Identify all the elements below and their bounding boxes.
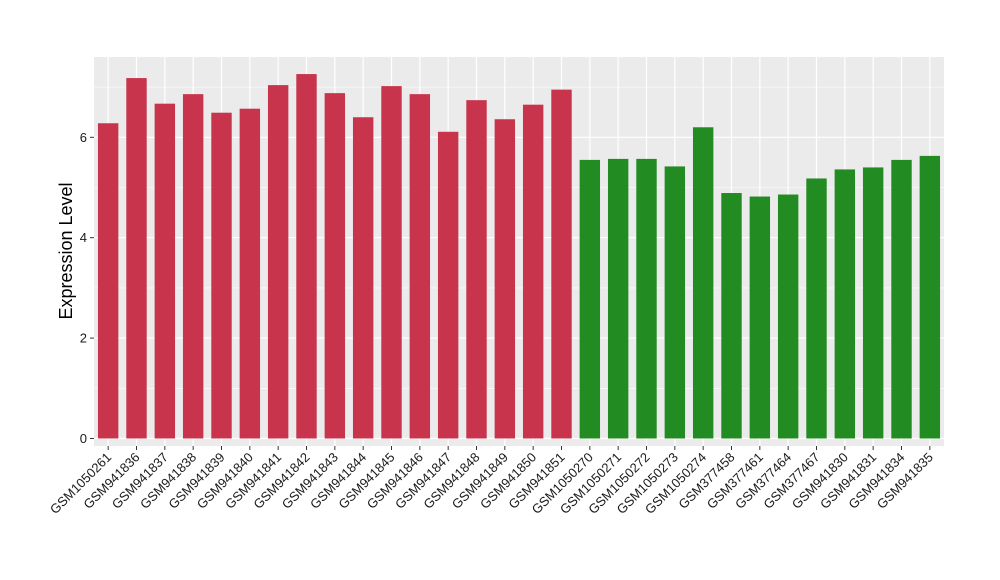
bar — [182, 94, 204, 439]
bar — [579, 159, 601, 439]
bar — [126, 78, 147, 439]
bar — [664, 166, 686, 439]
bar — [919, 155, 941, 439]
bar — [692, 127, 714, 439]
plot-panel — [94, 57, 944, 446]
bar — [381, 86, 402, 439]
bar — [296, 74, 317, 439]
bar — [891, 159, 912, 439]
y-axis: 0 2 4 6 — [80, 130, 94, 446]
bars — [97, 74, 941, 439]
y-tick-label: 0 — [80, 431, 87, 446]
y-tick-label: 2 — [80, 331, 87, 346]
bar — [409, 94, 431, 439]
bar — [806, 178, 827, 439]
y-axis-title: Expression Level — [56, 182, 76, 319]
bar — [267, 85, 289, 439]
x-axis: GSM1050261GSM941836GSM941837GSM941838GSM… — [47, 446, 936, 517]
bar — [551, 89, 572, 439]
bar — [777, 194, 799, 439]
bar — [324, 93, 346, 439]
bar — [607, 158, 629, 439]
bar — [721, 193, 742, 439]
bar — [522, 104, 544, 439]
y-tick-label: 6 — [80, 130, 87, 145]
bar — [494, 119, 516, 439]
bar — [834, 169, 856, 439]
bar — [749, 196, 771, 439]
bar — [352, 117, 374, 439]
bar — [862, 167, 884, 439]
bar — [636, 158, 657, 439]
bar — [97, 123, 119, 439]
y-tick-label: 4 — [80, 230, 87, 245]
minor-gridlines — [94, 86, 944, 389]
bar — [466, 100, 487, 439]
bar — [239, 108, 261, 439]
bar — [211, 112, 232, 439]
bar — [154, 103, 176, 439]
bar — [437, 131, 459, 439]
